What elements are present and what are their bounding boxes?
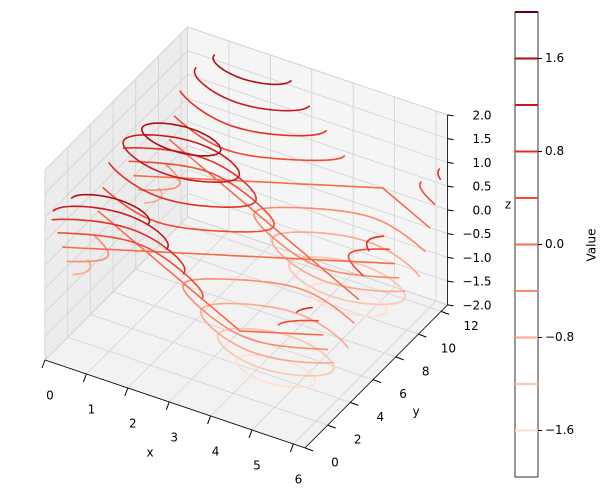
y-tick bbox=[350, 401, 359, 406]
colorbar-tick-label: −1.6 bbox=[545, 423, 574, 437]
z-tick-label: 1.0 bbox=[472, 156, 491, 170]
z-tick bbox=[447, 280, 454, 283]
grid-line bbox=[135, 268, 396, 358]
grid-line bbox=[44, 145, 188, 290]
z-tick-label: −2.0 bbox=[462, 298, 491, 312]
grid-line bbox=[44, 97, 188, 242]
axis-line bbox=[44, 359, 306, 449]
x-tick-label: 6 bbox=[295, 472, 303, 486]
grid-line bbox=[44, 216, 188, 361]
y-tick bbox=[327, 424, 336, 429]
z-tick-label: 0.0 bbox=[472, 203, 491, 217]
contour-line bbox=[66, 162, 426, 351]
y-tick-label: 2 bbox=[354, 433, 362, 447]
z-tick-label: −1.0 bbox=[462, 251, 491, 265]
x-tick bbox=[82, 373, 87, 383]
contour-line bbox=[57, 115, 436, 326]
x-tick-label: 3 bbox=[170, 430, 178, 444]
z-tick-label: −1.5 bbox=[462, 275, 491, 289]
contour-line bbox=[70, 54, 292, 225]
x-tick bbox=[165, 401, 170, 411]
colorbar-tick-label: 1.6 bbox=[545, 51, 564, 65]
z-tick-label: −0.5 bbox=[462, 227, 491, 241]
z-tick bbox=[447, 256, 454, 259]
grid-line bbox=[44, 169, 188, 313]
grid-line bbox=[44, 121, 188, 266]
z-tick-label: 2.0 bbox=[472, 108, 491, 122]
grid-line bbox=[44, 74, 188, 218]
grid-line bbox=[90, 314, 351, 403]
grid-line bbox=[293, 300, 437, 445]
colorbar-tick-label: 0.0 bbox=[545, 237, 564, 251]
z-tick-label: 0.5 bbox=[472, 180, 491, 194]
grid-line bbox=[158, 245, 419, 335]
y-tick bbox=[304, 447, 314, 452]
x-tick-label: 1 bbox=[88, 402, 96, 416]
x-tick bbox=[41, 359, 46, 369]
z-tick bbox=[447, 233, 454, 236]
z-tick bbox=[447, 114, 454, 117]
grid-line bbox=[44, 192, 188, 337]
x-tick bbox=[207, 415, 212, 425]
colorbar-label: Value bbox=[585, 229, 599, 262]
grid-line bbox=[187, 121, 448, 211]
x-tick-label: 4 bbox=[212, 444, 220, 458]
contour-line bbox=[52, 67, 311, 250]
y-axis-label: y bbox=[412, 405, 419, 419]
x-tick-label: 0 bbox=[46, 389, 54, 403]
x-tick-label: 5 bbox=[253, 458, 261, 472]
y-tick bbox=[418, 333, 427, 338]
x-tick bbox=[248, 429, 253, 439]
y-tick-label: 10 bbox=[441, 342, 456, 356]
grid-line bbox=[187, 97, 448, 187]
grid-line bbox=[251, 286, 395, 431]
grid-line bbox=[44, 26, 188, 171]
grid-line bbox=[210, 272, 354, 417]
colorbar-tick-label: 0.8 bbox=[545, 144, 564, 158]
y-tick bbox=[440, 310, 450, 315]
x-axis-label: x bbox=[146, 446, 153, 460]
z-tick bbox=[447, 161, 454, 164]
y-tick-label: 0 bbox=[331, 455, 339, 469]
x-tick bbox=[124, 387, 129, 397]
colorbar-tick-label: −0.8 bbox=[545, 330, 574, 344]
grid-line bbox=[180, 223, 442, 312]
z-tick bbox=[447, 209, 454, 212]
y-tick-label: 8 bbox=[422, 364, 430, 378]
grid-line bbox=[187, 145, 448, 235]
grid-line bbox=[67, 336, 328, 426]
contour-line bbox=[72, 187, 420, 364]
z-tick-label: 1.5 bbox=[472, 132, 491, 146]
y-tick-label: 12 bbox=[463, 319, 478, 333]
x-tick bbox=[289, 443, 294, 453]
y-tick bbox=[372, 379, 382, 384]
x-tick-label: 2 bbox=[129, 416, 137, 430]
grid-line bbox=[187, 50, 448, 140]
grid-line bbox=[127, 244, 271, 389]
y-tick bbox=[395, 356, 404, 361]
axis-line bbox=[304, 304, 448, 449]
y-tick-label: 4 bbox=[377, 410, 385, 424]
z-tick bbox=[447, 185, 454, 188]
grid-line bbox=[187, 26, 448, 116]
z-tick bbox=[447, 138, 454, 141]
z-axis-label: z bbox=[505, 198, 511, 212]
grid-line bbox=[187, 74, 448, 163]
y-tick-label: 6 bbox=[399, 387, 407, 401]
z-tick bbox=[447, 304, 454, 307]
grid-line bbox=[44, 50, 188, 195]
